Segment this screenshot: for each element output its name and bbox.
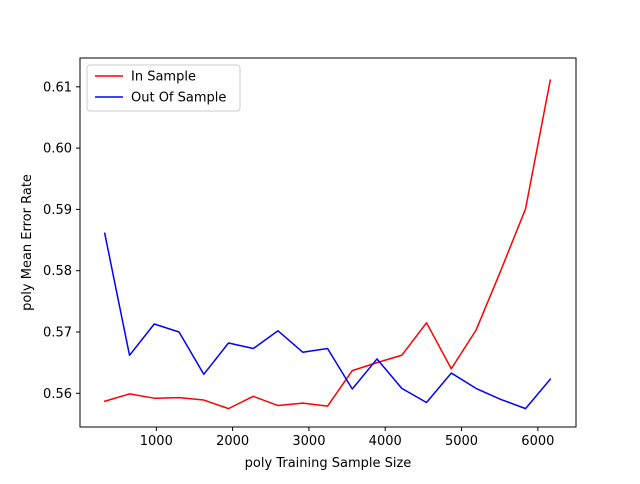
- x-tick-label: 4000: [369, 434, 402, 449]
- y-tick-label: 0.58: [43, 264, 72, 279]
- x-tick-label: 2000: [216, 434, 249, 449]
- series-line-out-of-sample: [103, 232, 552, 410]
- legend: In Sample Out Of Sample: [86, 64, 241, 112]
- legend-label-in-sample: In Sample: [131, 70, 196, 85]
- plot-area: [80, 58, 576, 427]
- y-axis-label: poly Mean Error Rate: [20, 174, 35, 311]
- legend-label-out-of-sample: Out Of Sample: [131, 91, 226, 106]
- legend-box: [86, 64, 241, 112]
- x-axis-ticks: 1000 2000 3000 4000 5000 6000: [140, 427, 554, 449]
- y-axis-ticks: 0.56 0.57 0.58 0.59 0.60 0.61: [43, 80, 80, 402]
- x-axis-label: poly Training Sample Size: [245, 456, 412, 471]
- x-tick-label: 1000: [140, 434, 173, 449]
- series-layer: [103, 79, 552, 410]
- x-tick-label: 3000: [292, 434, 325, 449]
- y-tick-label: 0.61: [43, 80, 72, 95]
- series-line-in-sample: [103, 79, 552, 410]
- y-tick-label: 0.56: [43, 387, 72, 402]
- plot-frame: [79, 57, 577, 428]
- x-tick-label: 6000: [521, 434, 554, 449]
- x-tick-label: 5000: [445, 434, 478, 449]
- y-tick-label: 0.59: [43, 203, 72, 218]
- y-tick-label: 0.57: [43, 325, 72, 340]
- y-tick-label: 0.60: [43, 142, 72, 157]
